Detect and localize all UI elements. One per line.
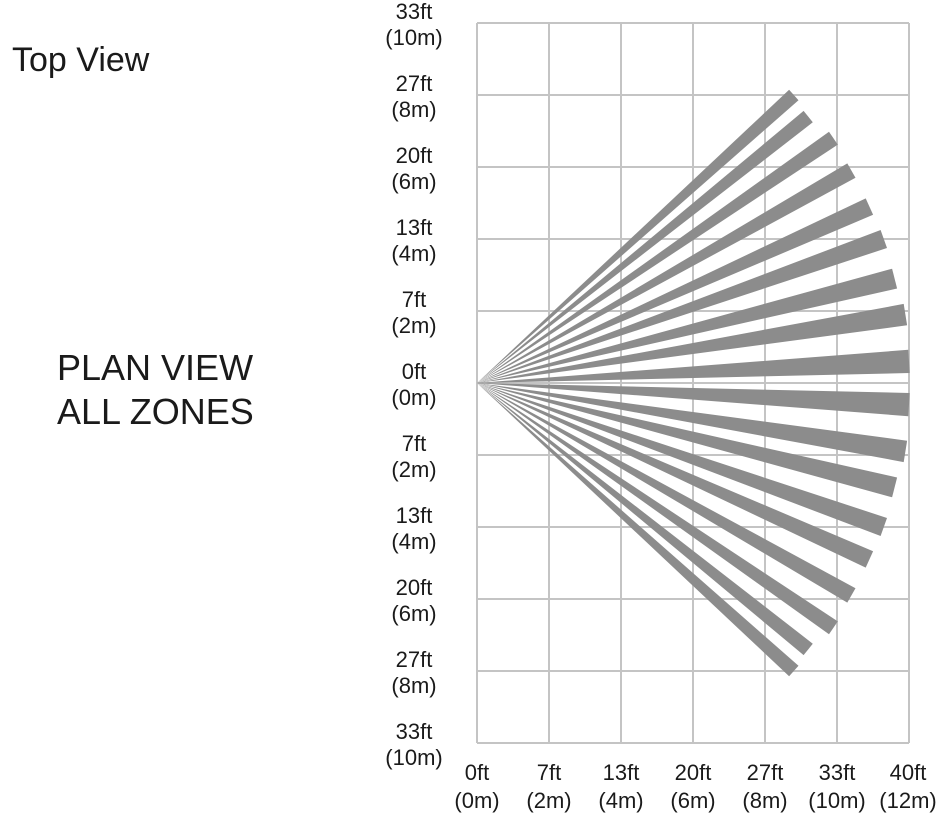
plan-view-caption-line-1: PLAN VIEW [57, 347, 254, 388]
plan-view-caption-line-2: ALL ZONES [57, 391, 254, 432]
x-axis-label-m: (8m) [742, 788, 787, 813]
y-axis-label-m: (6m) [391, 601, 436, 626]
y-axis-label-ft: 20ft [396, 575, 433, 600]
y-axis-label-ft: 20ft [396, 143, 433, 168]
x-axis-label-ft: 27ft [747, 760, 784, 785]
x-axis-label-ft: 40ft [890, 760, 927, 785]
y-axis-label-m: (4m) [391, 241, 436, 266]
detection-beam-16 [477, 383, 838, 635]
detection-beam-2 [477, 110, 813, 384]
y-axis-label-m: (0m) [391, 385, 436, 410]
y-axis-label-ft: 33ft [396, 0, 433, 24]
detection-beam-18 [477, 383, 799, 677]
detection-beam-15 [477, 383, 856, 603]
y-axis-label-ft: 7ft [402, 287, 426, 312]
x-axis-label-ft: 13ft [603, 760, 640, 785]
y-axis-labels: 33ft(10m)27ft(8m)20ft(6m)13ft(4m)7ft(2m)… [385, 0, 442, 770]
detection-beam-13 [477, 383, 887, 536]
x-axis-label-ft: 20ft [675, 760, 712, 785]
y-axis-label-m: (10m) [385, 745, 442, 770]
y-axis-label-m: (6m) [391, 169, 436, 194]
y-axis-label-m: (2m) [391, 457, 436, 482]
y-axis-label-ft: 13ft [396, 503, 433, 528]
detection-beam-17 [477, 383, 813, 656]
detection-beam-11 [477, 383, 908, 463]
detection-beam-8 [477, 303, 908, 383]
y-axis-label-ft: 27ft [396, 647, 433, 672]
y-axis-label-m: (4m) [391, 529, 436, 554]
y-axis-label-ft: 33ft [396, 719, 433, 744]
y-axis-label-ft: 7ft [402, 431, 426, 456]
detection-beam-6 [477, 230, 887, 383]
detection-beam-14 [477, 383, 874, 568]
detection-beam-3 [477, 131, 838, 383]
y-axis-label-m: (10m) [385, 25, 442, 50]
y-axis-label-ft: 0ft [402, 359, 426, 384]
detection-beam-1 [477, 89, 799, 384]
detection-beam-4 [477, 163, 856, 383]
x-axis-label-m: (6m) [670, 788, 715, 813]
x-axis-label-m: (0m) [454, 788, 499, 813]
y-axis-label-ft: 13ft [396, 215, 433, 240]
plan-view-caption: PLAN VIEW ALL ZONES [57, 346, 254, 434]
view-title: Top View [12, 41, 150, 79]
y-axis-label-m: (8m) [391, 97, 436, 122]
x-axis-label-m: (12m) [879, 788, 936, 813]
x-axis-label-m: (4m) [598, 788, 643, 813]
detection-beams [477, 89, 910, 677]
detection-beam-9 [477, 349, 910, 383]
detection-beam-12 [477, 383, 898, 498]
grid [476, 22, 910, 744]
detection-beam-5 [477, 198, 874, 383]
detection-beam-7 [477, 268, 898, 383]
x-axis-label-ft: 0ft [465, 760, 489, 785]
x-axis-label-ft: 33ft [819, 760, 856, 785]
y-axis-label-m: (8m) [391, 673, 436, 698]
detection-beam-10 [477, 383, 910, 417]
y-axis-label-ft: 27ft [396, 71, 433, 96]
y-axis-label-m: (2m) [391, 313, 436, 338]
x-axis-label-ft: 7ft [537, 760, 561, 785]
x-axis-label-m: (2m) [526, 788, 571, 813]
x-axis-labels: 0ft (0m) 7ft (2m) 13ft (4m) 20ft (6m) 27ft (8m) 33… [454, 760, 936, 813]
x-axis-label-m: (10m) [808, 788, 865, 813]
